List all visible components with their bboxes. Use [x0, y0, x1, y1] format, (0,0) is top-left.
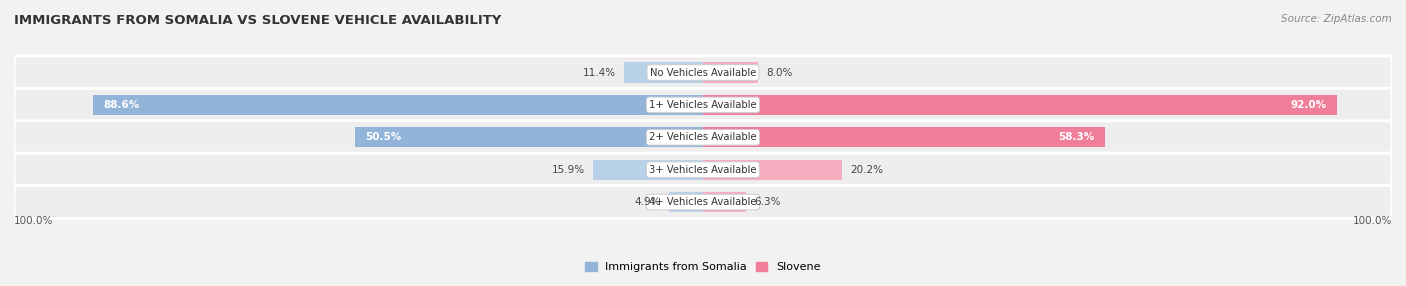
Text: No Vehicles Available: No Vehicles Available: [650, 67, 756, 78]
Bar: [703, 127, 1105, 147]
Text: 58.3%: 58.3%: [1059, 132, 1094, 142]
Text: 4.9%: 4.9%: [634, 197, 661, 207]
Legend: Immigrants from Somalia, Slovene: Immigrants from Somalia, Slovene: [585, 262, 821, 273]
Text: 11.4%: 11.4%: [583, 67, 616, 78]
Bar: [624, 62, 703, 83]
Text: 8.0%: 8.0%: [766, 67, 793, 78]
Bar: [93, 95, 703, 115]
Bar: [669, 192, 703, 212]
Text: IMMIGRANTS FROM SOMALIA VS SLOVENE VEHICLE AVAILABILITY: IMMIGRANTS FROM SOMALIA VS SLOVENE VEHIC…: [14, 14, 502, 27]
Text: 3+ Vehicles Available: 3+ Vehicles Available: [650, 165, 756, 175]
Bar: [703, 160, 842, 180]
Text: 4+ Vehicles Available: 4+ Vehicles Available: [650, 197, 756, 207]
Text: 100.0%: 100.0%: [1353, 217, 1392, 227]
Text: 6.3%: 6.3%: [755, 197, 782, 207]
FancyBboxPatch shape: [14, 186, 1392, 219]
FancyBboxPatch shape: [14, 56, 1392, 89]
Text: 15.9%: 15.9%: [553, 165, 585, 175]
FancyBboxPatch shape: [14, 121, 1392, 154]
Bar: [703, 192, 747, 212]
Text: Source: ZipAtlas.com: Source: ZipAtlas.com: [1281, 14, 1392, 24]
Text: 92.0%: 92.0%: [1291, 100, 1326, 110]
FancyBboxPatch shape: [14, 153, 1392, 186]
Bar: [593, 160, 703, 180]
Text: 88.6%: 88.6%: [103, 100, 139, 110]
FancyBboxPatch shape: [14, 88, 1392, 122]
Bar: [703, 95, 1337, 115]
Bar: [356, 127, 703, 147]
Text: 2+ Vehicles Available: 2+ Vehicles Available: [650, 132, 756, 142]
Text: 20.2%: 20.2%: [851, 165, 883, 175]
Text: 1+ Vehicles Available: 1+ Vehicles Available: [650, 100, 756, 110]
Text: 50.5%: 50.5%: [366, 132, 402, 142]
Text: 100.0%: 100.0%: [14, 217, 53, 227]
Bar: [703, 62, 758, 83]
